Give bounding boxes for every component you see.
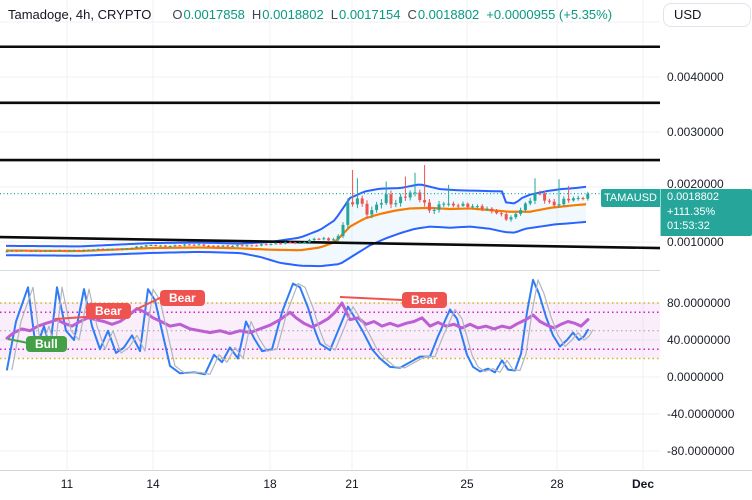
- bear-signal-label: Bear: [86, 303, 131, 319]
- axis-time-label: 28: [550, 477, 564, 491]
- currency-toggle-button[interactable]: USD: [663, 3, 751, 27]
- axis-time-label: Dec: [631, 477, 655, 491]
- bollinger-bands: [5, 183, 587, 268]
- price-countdown-block: 0.0018802 +111.35% 01:53:32: [660, 189, 752, 236]
- drawn-price-levels[interactable]: [0, 45, 660, 250]
- symbol-price-label: TAMAUSD: [601, 189, 660, 207]
- change-value: +0.0000955 (+5.35%): [486, 7, 613, 22]
- badge-countdown: 01:53:32: [667, 220, 710, 232]
- chart-plot-area[interactable]: Tamadoge, 4h, CRYPTO O0.0017858 H0.0018802…: [0, 0, 660, 470]
- time-scale[interactable]: 11 14 18 21 25 28 Dec: [0, 470, 752, 500]
- symbol-title: Tamadoge, 4h, CRYPTO: [8, 7, 152, 22]
- open-value: 0.0017858: [183, 7, 245, 22]
- axis-time-label: 14: [146, 477, 160, 491]
- low-value: 0.0017154: [338, 7, 401, 22]
- panel-separator[interactable]: [0, 270, 752, 271]
- oscillator-shadow-line: [11, 279, 594, 375]
- chart-canvas[interactable]: [0, 0, 660, 470]
- candlesticks: [5, 165, 590, 253]
- bear-signal-label: Bear: [402, 292, 447, 308]
- axis-price-label: -80.0000000: [667, 444, 735, 458]
- axis-time-label: 25: [460, 477, 474, 491]
- symbol-header: Tamadoge, 4h, CRYPTO O0.0017858 H0.0018802…: [8, 7, 612, 22]
- open-label: O: [172, 7, 183, 22]
- badge-price: 0.0018802: [667, 191, 719, 203]
- axis-price-label: 0.0040000: [667, 70, 724, 84]
- last-price-badge[interactable]: TAMAUSD 0.0018802 +111.35% 01:53:32: [601, 189, 752, 236]
- oscillator-fast-line: [6, 278, 589, 376]
- axis-time-label: 21: [345, 477, 359, 491]
- axis-price-label: 0.0000000: [667, 370, 724, 384]
- badge-change-pct: +111.35%: [667, 205, 716, 218]
- high-label: H: [251, 7, 262, 22]
- axis-price-label: 40.0000000: [667, 333, 731, 347]
- bull-signal-label: Bull: [26, 336, 67, 352]
- bear-signal-label: Bear: [160, 290, 205, 306]
- axis-price-label: 0.0010000: [667, 235, 724, 249]
- axis-price-label: 0.0030000: [667, 125, 724, 139]
- axis-price-label: 80.0000000: [667, 296, 731, 310]
- close-label: C: [407, 7, 417, 22]
- high-value: 0.0018802: [262, 7, 324, 22]
- axis-price-label: 0.0020000: [667, 177, 724, 191]
- axis-time-label: 11: [60, 477, 74, 491]
- close-value: 0.0018802: [417, 7, 480, 22]
- axis-price-label: -40.0000000: [667, 407, 735, 421]
- axis-time-label: 18: [263, 477, 277, 491]
- low-label: L: [330, 7, 338, 22]
